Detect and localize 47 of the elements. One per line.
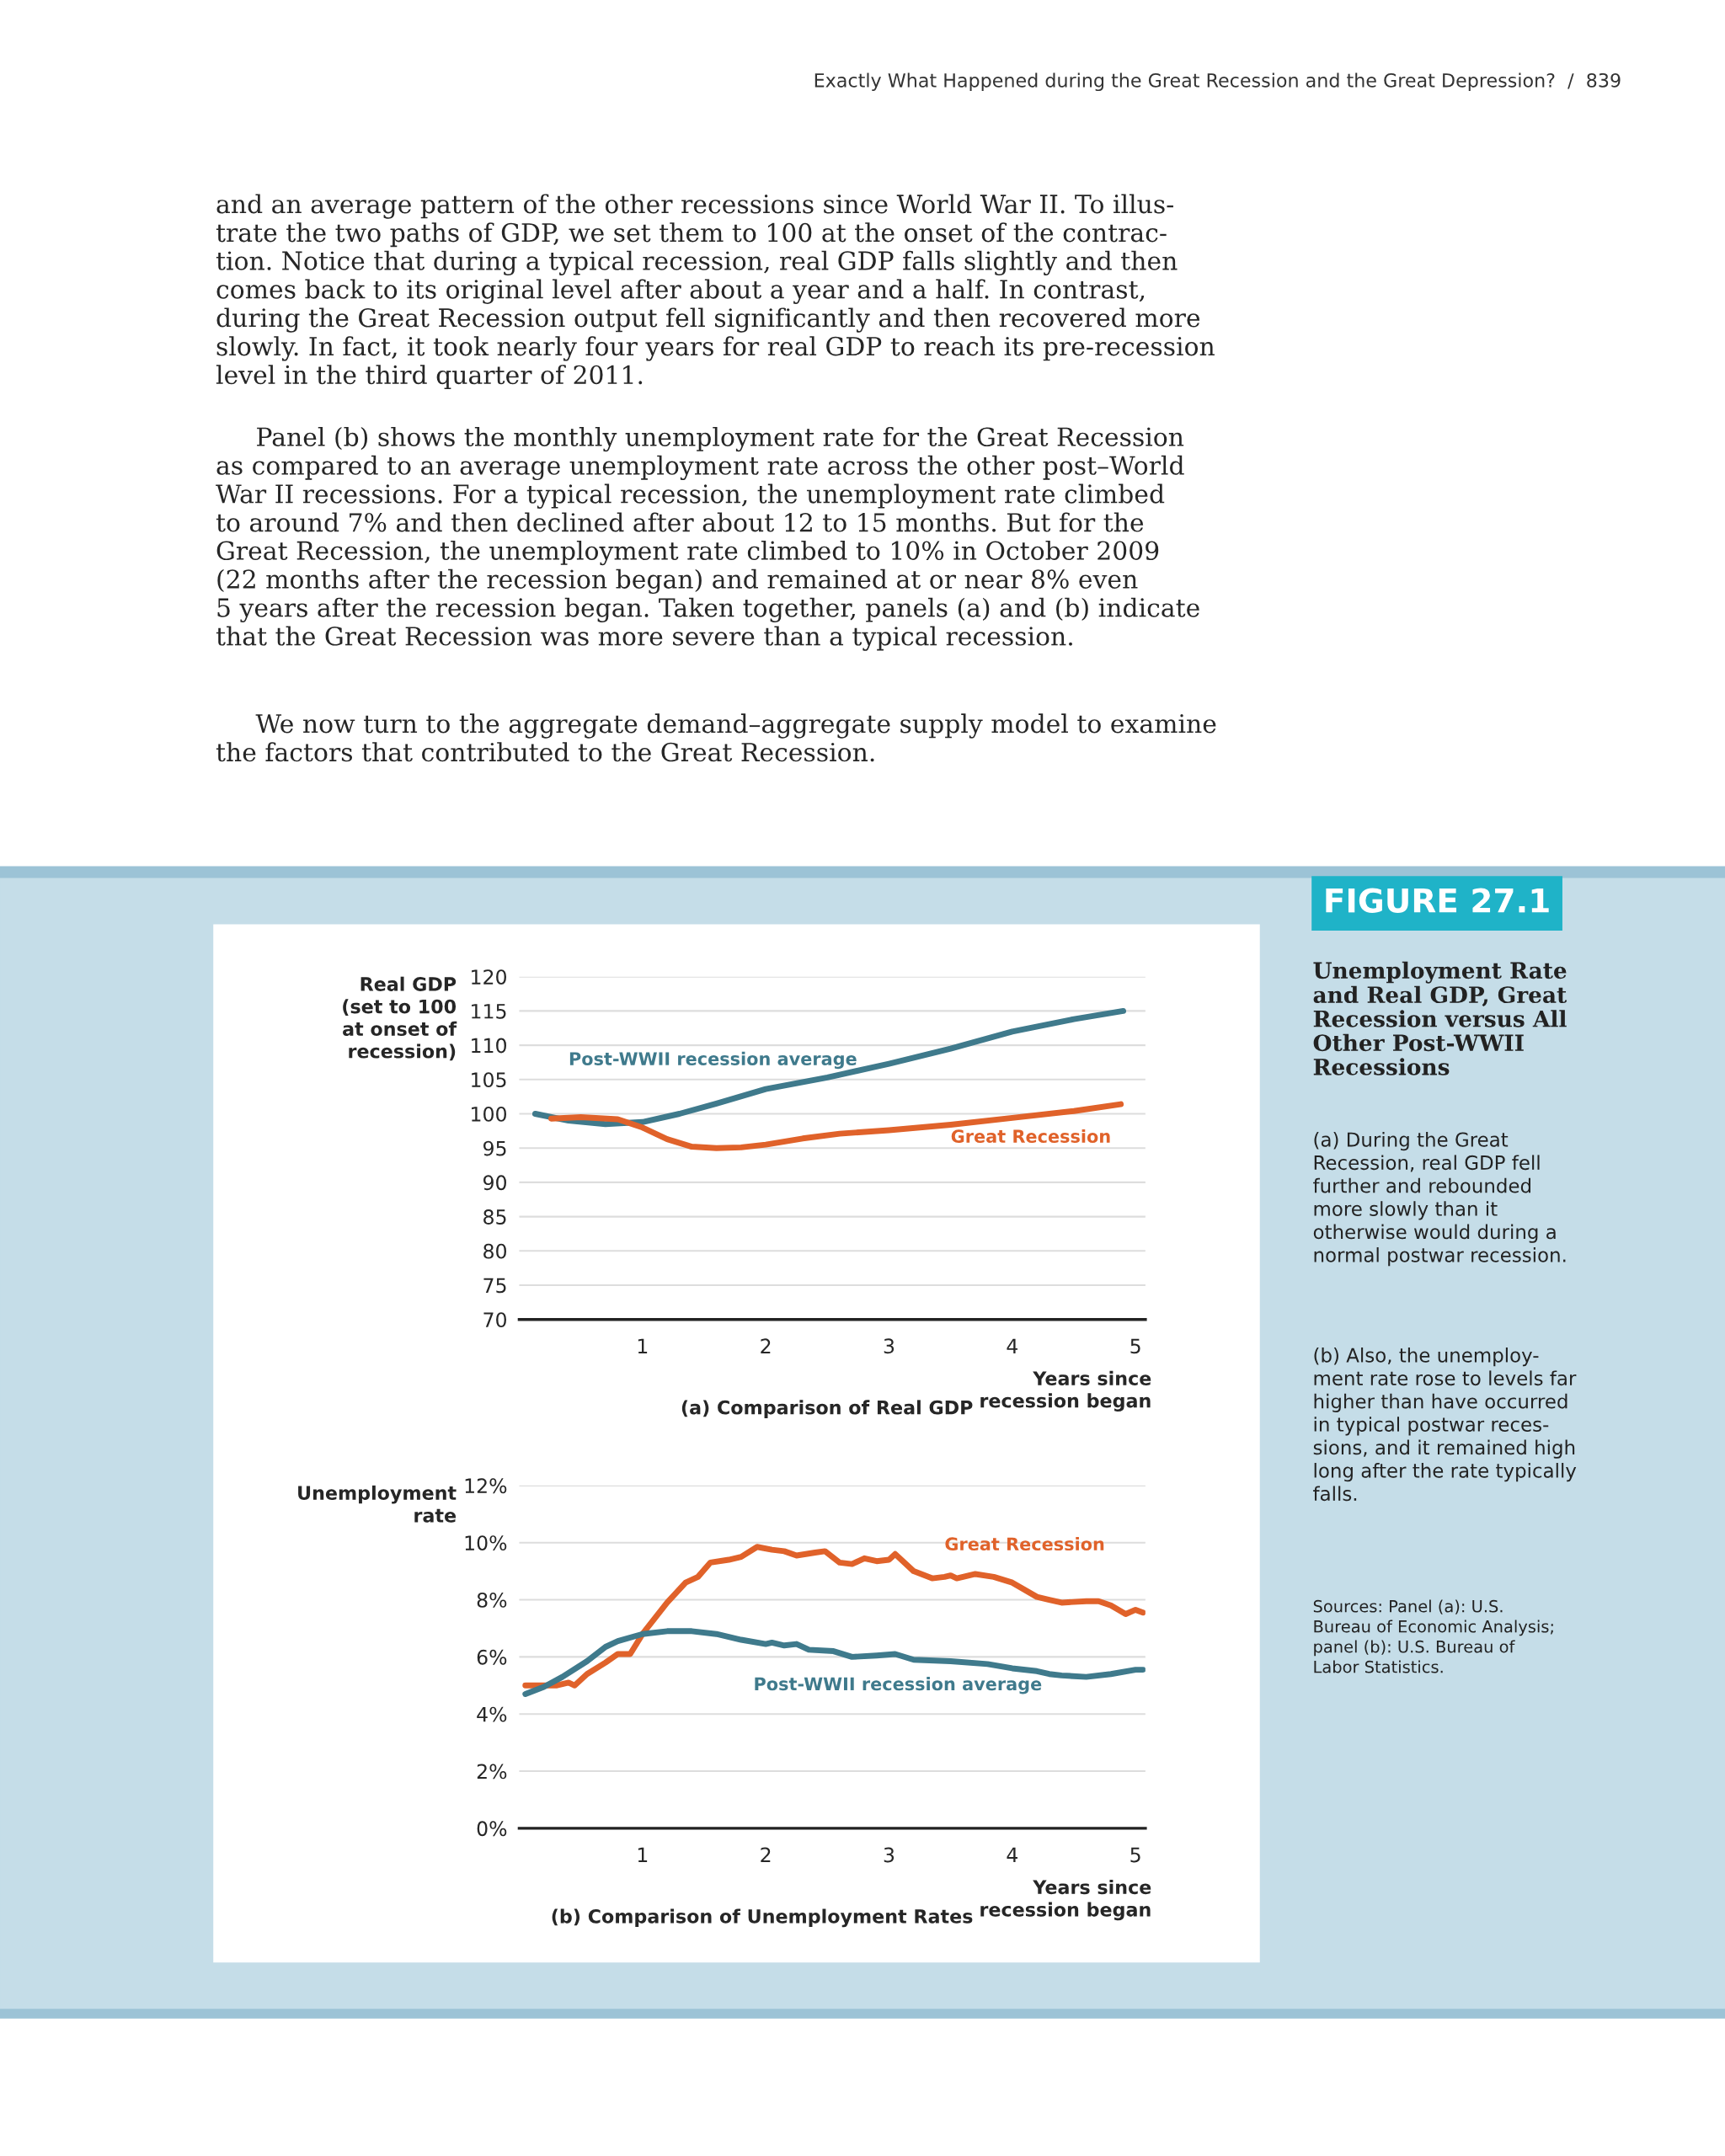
y-tick-label: 70: [483, 1312, 506, 1328]
x-tick-label: 2: [761, 1338, 771, 1353]
y-tick-label: 6%: [477, 1649, 507, 1665]
y-tick-label: 120: [472, 969, 506, 985]
series-label: Post-WWII recession average: [755, 1677, 1042, 1694]
series-label: Great Recession: [951, 1129, 1110, 1144]
x-tick-label: 1: [638, 1338, 648, 1353]
x-axis-title: Years since recession began: [980, 1879, 1151, 1921]
source-note: Sources: Panel (a): U.S. Bureau of Economic Analysis; panel (b): U.S. Bureau of Labor Statistics.: [1313, 1599, 1553, 1673]
y-tick-label: 2%: [477, 1764, 507, 1780]
y-tick-label: 10%: [465, 1535, 507, 1550]
text: (b) Comparison of Unemployment Rates: [552, 1908, 973, 1928]
y-tick-label: 4%: [477, 1706, 507, 1722]
y-tick-label: 80: [483, 1243, 506, 1259]
text: We now turn to the aggregate demand–aggregate supply model to examine the factors that contributed to the Great Recession.: [216, 713, 1216, 762]
y-tick-label: 12%: [465, 1478, 507, 1494]
text: (a) During the Great Recession, real GDP fell further and rebounded more slowly than it otherwise would during a normal postwar recession.: [1313, 1132, 1566, 1267]
series-label: Great Recession: [945, 1536, 1104, 1551]
caption: FIGURE 27.1: [1326, 888, 1549, 913]
y-tick-label: 75: [483, 1278, 506, 1294]
text: Unemployment Rate and Real GDP, Great Recession versus All Other Post-WWII Recessions: [1313, 961, 1567, 1075]
text: and an average pattern of the other recessions since World War II. To illus- trate the two paths of GDP, we set them to 100 at the onset of the contrac- tion. Notice that during a typical recession, real GDP falls slightly and then comes back to its original level after about a year and a half. In contrast, during the Great Recession output fell significantly and then recovered more slowly. In fact, it took nearly four years for real GDP to reach its pre-recession level in the third quarter of 2011.: [216, 194, 1215, 390]
x-tick-label: 3: [884, 1847, 895, 1863]
x-tick-label: 4: [1007, 1847, 1018, 1863]
x-axis-title: Years since recession began: [980, 1370, 1151, 1412]
y-tick-label: 110: [472, 1038, 506, 1054]
x-tick-label: 2: [761, 1847, 771, 1863]
x-tick-label: 5: [1130, 1338, 1140, 1354]
y-axis-title: Unemployment rate: [298, 1485, 457, 1523]
series-label: Post-WWII recession average: [569, 1051, 857, 1070]
y-tick-label: 105: [472, 1072, 506, 1088]
x-tick-label: 1: [638, 1847, 648, 1863]
y-tick-label: 0%: [477, 1821, 507, 1837]
text: (b) Also, the unemploy- ment rate rose to levels far higher than have occurred in typical postwar reces- sions, and it remained high long after the rate typically falls.: [1313, 1348, 1577, 1502]
text: (a) Comparison of Real GDP: [681, 1400, 973, 1418]
y-axis-title: Real GDP (set to 100 at onset of recession): [343, 976, 457, 1061]
text: Panel (b) shows the monthly unemployment rate for the Great Recession as compared to an average unemployment rate across the other post–World War II recessions. For a typical recession, the unemployment rate climbed to around 7% and then declined after about 12 to 15 months. But for the Great Recession, the unemployment rate climbed to 10% in October 2009 (22 months after the recession began) and remained at or near 8% even 5 years after the recession began. Taken together, panels (a) and (b) indicate that the Great Recession was more severe than a typical recession.: [216, 426, 1199, 651]
x-tick-label: 5: [1130, 1847, 1140, 1863]
y-tick-label: 115: [472, 1004, 506, 1019]
y-tick-label: 8%: [477, 1592, 507, 1608]
text: Exactly What Happened during the Great Recession and the Great Depression? / 839: [814, 72, 1621, 92]
y-tick-label: 90: [483, 1175, 506, 1191]
y-tick-label: 85: [483, 1209, 506, 1225]
y-tick-label: 100: [472, 1106, 506, 1122]
y-tick-label: 95: [483, 1140, 506, 1156]
x-tick-label: 3: [884, 1338, 895, 1354]
x-tick-label: 4: [1007, 1338, 1018, 1353]
